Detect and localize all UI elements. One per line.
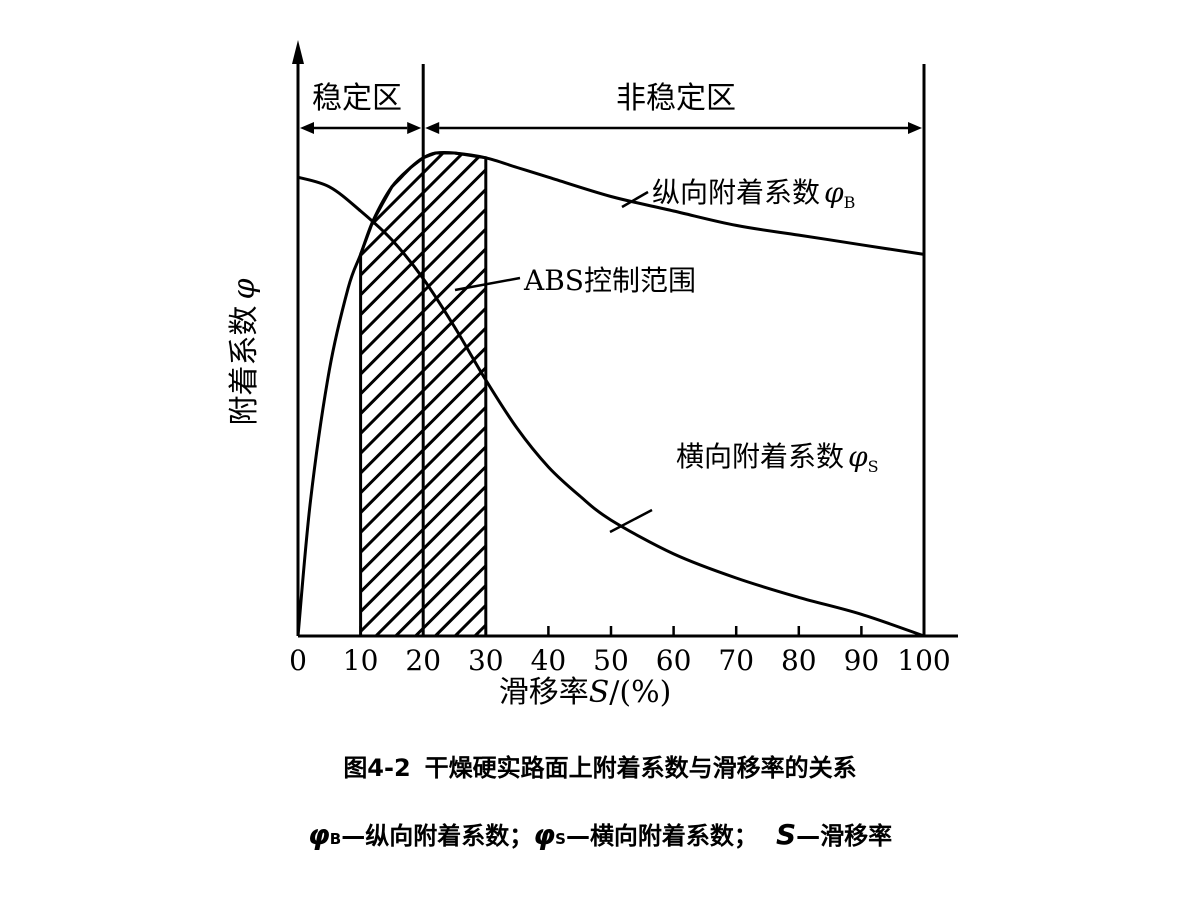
abs-band-label: ABS控制范围 (523, 264, 696, 297)
x-tick-label: 20 (405, 644, 441, 677)
x-axis-title: 滑移率S/(%) (499, 675, 672, 710)
series-phiB-line (296, 150, 925, 637)
phiB-leader-line (621, 190, 649, 209)
x-tick-label: 80 (781, 644, 817, 677)
x-tick-label: 40 (531, 644, 567, 677)
axes: 0 10 20 30 40 50 60 70 80 90 100 (289, 40, 958, 677)
x-tick-label: 100 (897, 644, 950, 677)
x-tick-label: 10 (343, 644, 379, 677)
y-axis-arrow (292, 40, 304, 64)
y-axis-title: 附着系数φ (227, 278, 262, 425)
region-markers: 稳定区 非稳定区 (300, 64, 922, 636)
caption-legend: φB—纵向附着系数；φS—横向附着系数； S—滑移率 (0, 816, 1200, 851)
x-axis-var: S (589, 675, 610, 710)
x-tick-label: 0 (289, 644, 307, 677)
phiS-leader-line (609, 508, 653, 534)
stable-region-label: 稳定区 (312, 81, 402, 116)
phiS-subscript: S (868, 457, 879, 476)
x-ticks: 0 10 20 30 40 50 60 70 80 90 100 (289, 626, 951, 677)
series-phiS-line (297, 175, 925, 638)
x-tick-label: 50 (593, 644, 629, 677)
phiB-symbol: φ (824, 176, 844, 209)
unstable-arrow-right-head (908, 122, 922, 134)
figure-caption: 图4-2 干燥硬实路面上附着系数与滑移率的关系 (0, 748, 1200, 783)
figure-number: 图4-2 (343, 754, 411, 782)
y-axis-var: φ (227, 278, 262, 299)
stable-arrow-right-head (407, 122, 422, 134)
annotations: 纵向附着系数 φB ABS控制范围 横向附着系数 φS (454, 176, 879, 534)
stable-arrow-left-head (300, 122, 314, 134)
abs-leader-line (454, 276, 521, 292)
phiB-label: 纵向附着系数 φB (652, 176, 855, 212)
figure-title: 干燥硬实路面上附着系数与滑移率的关系 (424, 754, 857, 782)
x-tick-label: 70 (718, 644, 754, 677)
x-tick-label: 30 (468, 644, 504, 677)
unstable-arrow-left-head (425, 122, 440, 134)
x-tick-label: 60 (656, 644, 692, 677)
x-tick-label: 90 (844, 644, 880, 677)
caption-item-phiB: φB—纵向附着系数； (307, 818, 534, 851)
phiS-symbol: φ (848, 440, 868, 473)
unstable-region-label: 非稳定区 (616, 81, 736, 116)
phiB-subscript: B (844, 193, 856, 212)
caption-item-phiS: φS—横向附着系数； (533, 818, 758, 851)
phiS-label: 横向附着系数 φS (676, 440, 879, 476)
caption-item-S: S—滑移率 (775, 818, 893, 851)
